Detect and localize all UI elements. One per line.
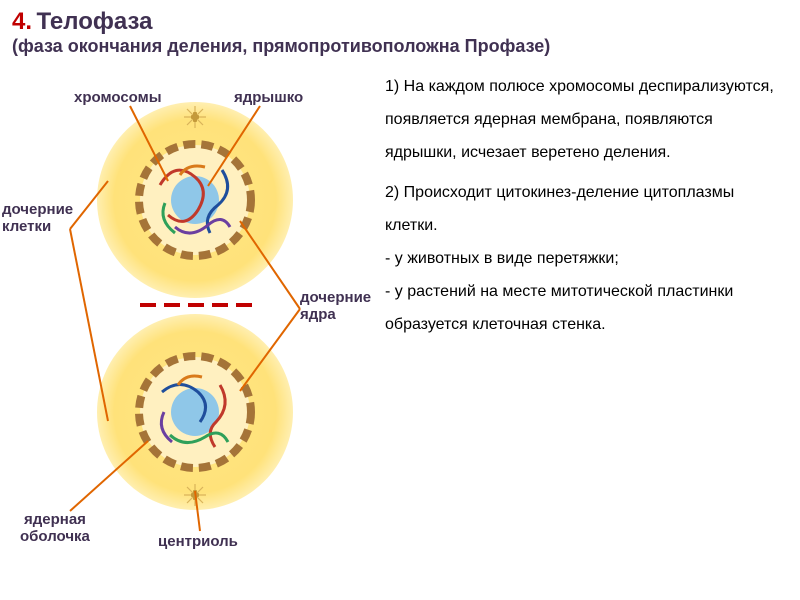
title-number: 4. [12, 8, 32, 35]
paragraph-2b: - у растений на месте митотической пласт… [385, 276, 783, 342]
label-nucleolus: ядрышко [234, 89, 303, 106]
page-subtitle: (фаза окончания деления, прямопротивопол… [12, 36, 788, 57]
page-title: Телофаза [36, 8, 152, 35]
label-nuclear-envelope: ядерная оболочка [20, 511, 90, 546]
centriole-icon [184, 484, 206, 506]
nucleolus-icon [170, 387, 220, 437]
cleavage-furrow [140, 301, 250, 311]
description-text: 1) На каждом полюсе хромосомы деспирализ… [385, 71, 783, 341]
paragraph-1: 1) На каждом полюсе хромосомы деспирализ… [385, 71, 783, 169]
paragraph-2a: - у животных в виде перетяжки; [385, 243, 783, 276]
centriole-top [184, 106, 206, 128]
daughter-cell-bottom [95, 312, 295, 512]
daughter-cell-top [95, 100, 295, 300]
nucleolus-icon [170, 175, 220, 225]
content-area: хромосомы ядрышко дочерние клетки дочерн… [0, 61, 800, 591]
centriole-bottom [184, 484, 206, 506]
label-daughter-cells: дочерние клетки [2, 201, 73, 236]
label-chromosomes: хромосомы [74, 89, 162, 106]
label-daughter-nuclei: дочерние ядра [300, 289, 371, 324]
paragraph-2-head: 2) Происходит цитокинез-деление цитоплаз… [385, 177, 783, 243]
nucleolus-top [170, 175, 220, 225]
centriole-icon [184, 106, 206, 128]
nucleolus-bottom [170, 387, 220, 437]
telophase-diagram [75, 106, 315, 506]
label-centriole: центриоль [158, 533, 238, 550]
